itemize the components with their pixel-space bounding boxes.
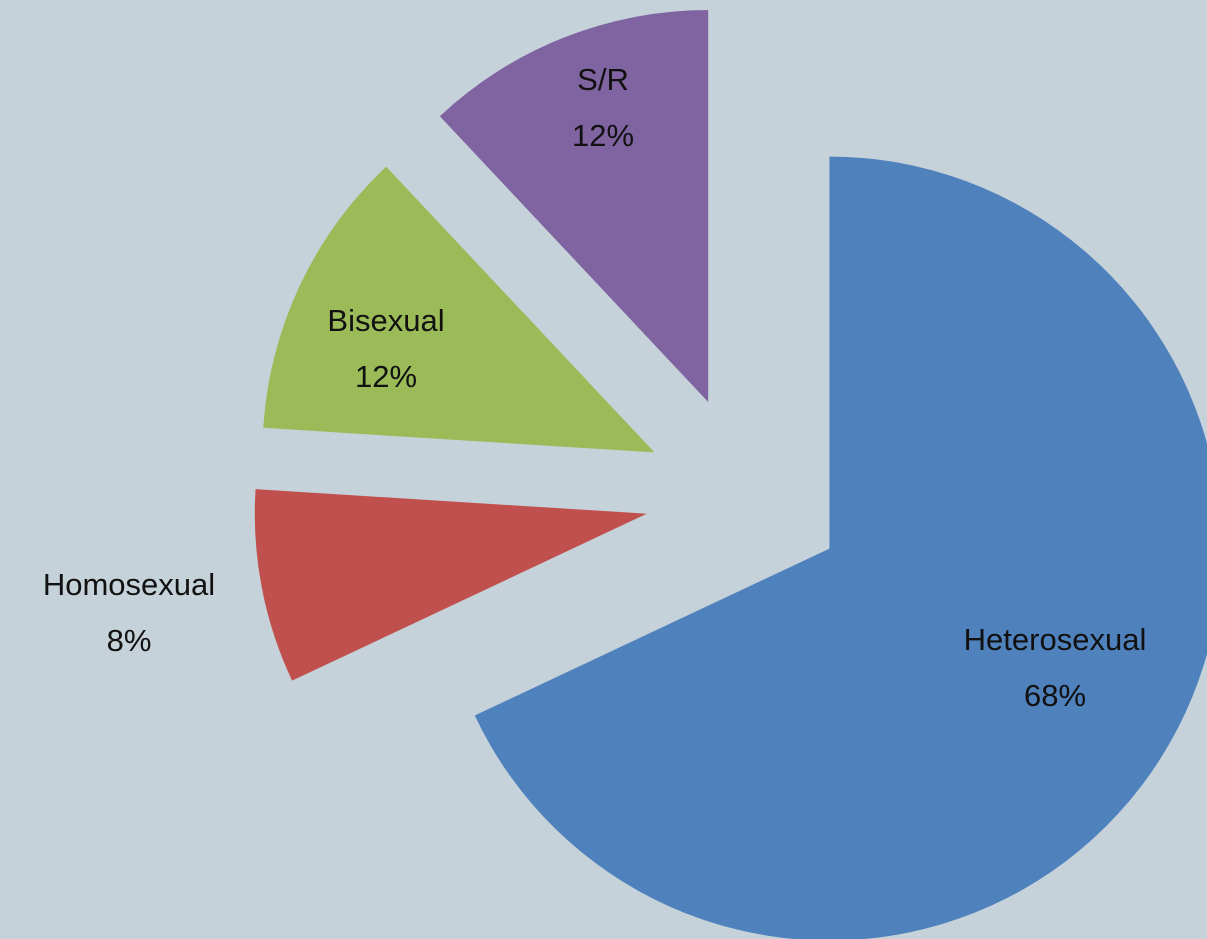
pie-slice xyxy=(439,10,709,403)
slice-value-label: 68% xyxy=(1024,678,1086,713)
pie-slice xyxy=(254,489,647,681)
slice-label: Bisexual xyxy=(327,303,444,338)
slice-value-label: 12% xyxy=(355,359,417,394)
pie-slice xyxy=(263,166,655,453)
slice-value-label: 12% xyxy=(572,118,634,153)
slice-label: Homosexual xyxy=(43,567,215,602)
slice-label: S/R xyxy=(577,62,629,97)
slice-value-label: 8% xyxy=(107,623,152,658)
pie-slice xyxy=(474,156,1207,939)
slice-label: Heterosexual xyxy=(964,622,1147,657)
